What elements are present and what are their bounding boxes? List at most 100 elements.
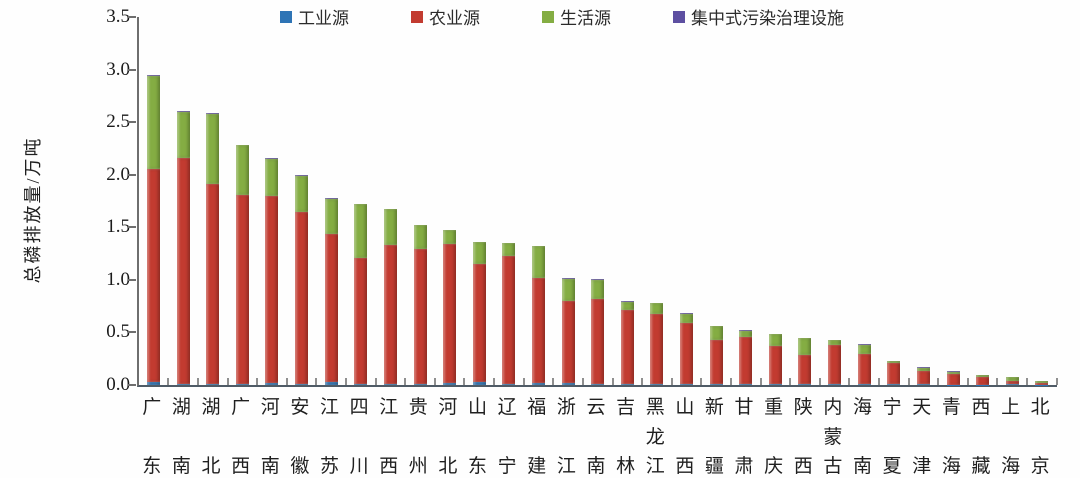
bar-segment-生活源 [887,360,901,364]
x-axis-label-北京: 北京 [1029,398,1051,476]
x-label-char: 苏 [319,456,339,477]
bar-广西 [235,144,249,385]
bar-segment-集中式污染治理设施 [531,245,545,247]
legend-item-agricultural: 农业源 [411,4,480,29]
x-axis-label-江西: 江西 [378,398,400,476]
bar-segment-农业源 [620,310,634,384]
bar-segment-集中式污染治理设施 [472,241,486,243]
bar-青海 [946,371,960,385]
bar-segment-工业源 [591,383,605,385]
bar-segment-农业源 [857,354,871,385]
y-tick-mark [128,173,136,176]
bar-segment-农业源 [976,377,990,385]
bar-segment-农业源 [1035,383,1049,385]
bar-segment-工业源 [620,383,634,385]
x-label-char: 河 [260,397,280,418]
x-label-char: 蒙 [823,426,843,448]
x-axis-label-山东: 山东 [467,398,489,476]
bar-segment-生活源 [354,204,368,258]
x-label-char: 广 [231,397,251,418]
bar-segment-农业源 [176,157,190,384]
x-axis-label-河南: 河南 [259,398,281,476]
x-tick-mark [196,378,199,385]
bar-segment-工业源 [502,383,516,385]
bar-北京 [1035,380,1049,385]
x-label-char: 建 [527,456,547,477]
bar-segment-工业源 [354,383,368,385]
x-label-char: 安 [290,397,310,418]
bar-segment-集中式污染治理设施 [561,278,575,279]
bar-辽宁 [502,242,516,385]
bar-segment-工业源 [680,383,694,385]
x-label-char: 内 [823,397,843,418]
x-label-char: 贵 [408,397,428,418]
x-tick-mark [729,378,732,385]
x-label-char: 疆 [704,456,724,477]
x-label-char: 江 [379,397,399,418]
x-axis-label-广东: 广东 [141,398,163,476]
bar-segment-生活源 [295,175,309,212]
bar-天津 [916,367,930,385]
x-axis-label-贵州: 贵州 [407,398,429,476]
bar-segment-工业源 [857,384,871,385]
x-tick-mark [1055,378,1058,385]
bar-segment-生活源 [1005,377,1019,382]
bar-segment-集中式污染治理设施 [650,302,664,304]
x-axis-label-重庆: 重庆 [763,398,785,476]
bar-福建 [531,245,545,385]
bar-segment-生活源 [739,330,753,338]
x-label-char: 陕 [793,397,813,418]
x-axis-label-上海: 上海 [1000,398,1022,476]
x-label-char: 江 [556,456,576,477]
bar-黑龙江 [650,302,664,385]
bar-segment-工业源 [531,382,545,385]
x-label-char: 海 [853,397,873,418]
bar-segment-集中式污染治理设施 [739,330,753,331]
bar-segment-工业源 [798,384,812,385]
y-tick-label: 2.5 [106,111,130,133]
bar-segment-集中式污染治理设施 [176,111,190,112]
bar-海南 [857,344,871,385]
bar-segment-工业源 [887,384,901,385]
x-label-char: 藏 [971,456,991,477]
bar-segment-生活源 [265,158,279,196]
x-label-char: 重 [764,397,784,418]
x-label-char: 西 [675,456,695,477]
x-label-char: 西 [379,456,399,477]
y-tick-label: 1.0 [106,268,130,290]
bar-segment-农业源 [739,337,753,385]
bar-segment-工业源 [235,383,249,385]
bar-河南 [265,158,279,385]
bar-云南 [591,279,605,385]
bar-segment-工业源 [739,384,753,385]
bar-segment-集中式污染治理设施 [354,203,368,205]
x-axis-label-福建: 福建 [526,398,548,476]
x-label-char: 海 [1001,456,1021,477]
bar-segment-集中式污染治理设施 [620,301,634,302]
bar-segment-农业源 [680,322,694,384]
y-tick-mark [128,16,136,18]
bar-segment-生活源 [1035,381,1049,384]
x-tick-mark [226,378,229,385]
bar-segment-农业源 [828,344,842,385]
x-label-char: 山 [675,397,695,418]
x-tick-mark [522,378,525,385]
x-label-char: 川 [349,456,369,477]
bar-吉林 [620,301,634,385]
bar-segment-集中式污染治理设施 [235,144,249,146]
bar-segment-集中式污染治理设施 [324,198,338,199]
x-tick-mark [552,378,555,385]
bar-segment-生活源 [413,225,427,250]
x-axis-label-江苏: 江苏 [318,398,340,476]
bar-四川 [354,203,368,385]
x-tick-mark [937,378,940,385]
bar-segment-工业源 [709,383,723,385]
x-label-char: 北 [438,456,458,477]
x-label-char: 宁 [497,456,517,477]
y-tick-label: 1.5 [106,216,130,238]
x-label-char: 广 [142,397,162,418]
x-label-char: 青 [941,397,961,418]
legend-item-centralized: 集中式污染治理设施 [673,4,844,29]
x-axis-label-浙江: 浙江 [555,398,577,476]
bar-新疆 [709,325,723,385]
